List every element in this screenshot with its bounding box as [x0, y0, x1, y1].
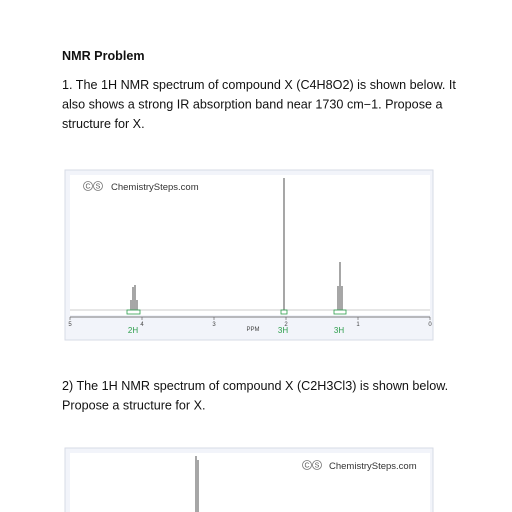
- problem-2-text: 2) The 1H NMR spectrum of compound X (C2…: [62, 379, 448, 413]
- heading: NMR Problem: [62, 49, 145, 63]
- integration: 2H: [128, 326, 138, 335]
- text-line: Propose a structure for X.: [62, 399, 206, 413]
- logo-letter: C: [85, 184, 90, 191]
- logo-c: [83, 181, 93, 191]
- tick-label: 4: [140, 322, 144, 328]
- integration-brackets: [126, 309, 347, 315]
- logo-letter: S: [315, 463, 320, 470]
- watermark: ChemistrySteps.com: [111, 182, 199, 193]
- text-line: also shows a strong IR absorption band n…: [62, 98, 443, 112]
- logo-s: [93, 181, 103, 191]
- logo-c: [302, 460, 312, 470]
- logo-s: [312, 460, 322, 470]
- problem-1-text: 1. The 1H NMR spectrum of compound X (C4…: [62, 78, 456, 131]
- tick-label: 0: [428, 322, 432, 328]
- axis-ticks: 5 4 3 2 1 0: [68, 317, 432, 328]
- logo-letter: C: [304, 463, 309, 470]
- integration: 3H: [334, 326, 344, 335]
- tick-label: 2: [284, 322, 288, 328]
- axis-label: PPM: [246, 327, 259, 333]
- tick-label: 1: [356, 322, 360, 328]
- text-line: 1. The 1H NMR spectrum of compound X (C4…: [62, 78, 456, 92]
- watermark: ChemistrySteps.com: [329, 461, 417, 472]
- text-line: structure for X.: [62, 117, 145, 131]
- integration: 3H: [278, 326, 288, 335]
- tick-label: 3: [212, 322, 216, 328]
- tick-label: 5: [68, 322, 72, 328]
- plot-area: [70, 453, 430, 512]
- logo-letter: S: [96, 184, 101, 191]
- plot-area: [70, 175, 430, 315]
- text-line: 2) The 1H NMR spectrum of compound X (C2…: [62, 379, 448, 393]
